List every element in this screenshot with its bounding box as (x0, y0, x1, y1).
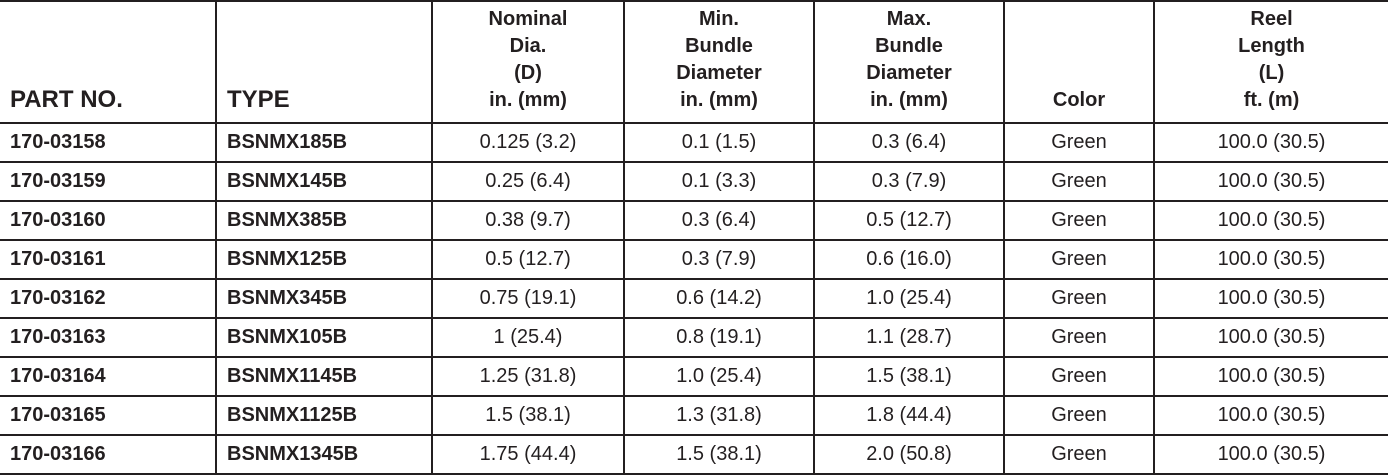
part-no-cell: 170-03159 (0, 161, 217, 202)
color-cell: Green (1003, 200, 1155, 241)
min-bundle-cell: 1.3 (31.8) (623, 395, 815, 436)
header-max-bundle-diameter: Max. Bundle Diameter in. (mm) (813, 0, 1005, 124)
nominal-dia-cell: 0.5 (12.7) (431, 239, 625, 280)
max-bundle-cell: 0.5 (12.7) (813, 200, 1005, 241)
min-bundle-cell: 0.6 (14.2) (623, 278, 815, 319)
reel-length-cell: 100.0 (30.5) (1153, 161, 1388, 202)
color-cell: Green (1003, 356, 1155, 397)
nominal-dia-cell: 1.5 (38.1) (431, 395, 625, 436)
table-row: 170-03165 BSNMX1125B 1.5 (38.1) 1.3 (31.… (0, 395, 1388, 436)
min-bundle-cell: 1.0 (25.4) (623, 356, 815, 397)
header-color: Color (1003, 0, 1155, 124)
table-row: 170-03159 BSNMX145B 0.25 (6.4) 0.1 (3.3)… (0, 161, 1388, 202)
type-cell: BSNMX1145B (215, 356, 433, 397)
type-cell: BSNMX1345B (215, 434, 433, 475)
table-row: 170-03158 BSNMX185B 0.125 (3.2) 0.1 (1.5… (0, 122, 1388, 163)
max-bundle-cell: 0.3 (6.4) (813, 122, 1005, 163)
color-cell: Green (1003, 122, 1155, 163)
max-bundle-cell: 1.0 (25.4) (813, 278, 1005, 319)
table-row: 170-03161 BSNMX125B 0.5 (12.7) 0.3 (7.9)… (0, 239, 1388, 280)
header-row: PART NO. TYPE Nominal Dia. (D) in. (mm) … (0, 0, 1388, 124)
type-cell: BSNMX1125B (215, 395, 433, 436)
reel-length-cell: 100.0 (30.5) (1153, 395, 1388, 436)
header-nominal-dia: Nominal Dia. (D) in. (mm) (431, 0, 625, 124)
type-cell: BSNMX105B (215, 317, 433, 358)
max-bundle-cell: 0.6 (16.0) (813, 239, 1005, 280)
max-bundle-cell: 1.5 (38.1) (813, 356, 1005, 397)
max-bundle-cell: 1.1 (28.7) (813, 317, 1005, 358)
table-row: 170-03163 BSNMX105B 1 (25.4) 0.8 (19.1) … (0, 317, 1388, 358)
nominal-dia-cell: 1.25 (31.8) (431, 356, 625, 397)
table-row: 170-03164 BSNMX1145B 1.25 (31.8) 1.0 (25… (0, 356, 1388, 397)
min-bundle-cell: 0.8 (19.1) (623, 317, 815, 358)
type-cell: BSNMX125B (215, 239, 433, 280)
reel-length-cell: 100.0 (30.5) (1153, 356, 1388, 397)
header-reel-length: Reel Length (L) ft. (m) (1153, 0, 1388, 124)
header-part-no: PART NO. (0, 0, 217, 124)
nominal-dia-cell: 1.75 (44.4) (431, 434, 625, 475)
part-no-cell: 170-03162 (0, 278, 217, 319)
color-cell: Green (1003, 317, 1155, 358)
nominal-dia-cell: 0.25 (6.4) (431, 161, 625, 202)
max-bundle-cell: 2.0 (50.8) (813, 434, 1005, 475)
table-row: 170-03162 BSNMX345B 0.75 (19.1) 0.6 (14.… (0, 278, 1388, 319)
header-min-bundle-diameter: Min. Bundle Diameter in. (mm) (623, 0, 815, 124)
reel-length-cell: 100.0 (30.5) (1153, 317, 1388, 358)
reel-length-cell: 100.0 (30.5) (1153, 239, 1388, 280)
min-bundle-cell: 0.3 (6.4) (623, 200, 815, 241)
part-no-cell: 170-03165 (0, 395, 217, 436)
nominal-dia-cell: 1 (25.4) (431, 317, 625, 358)
type-cell: BSNMX385B (215, 200, 433, 241)
color-cell: Green (1003, 434, 1155, 475)
nominal-dia-cell: 0.75 (19.1) (431, 278, 625, 319)
max-bundle-cell: 0.3 (7.9) (813, 161, 1005, 202)
table-row: 170-03166 BSNMX1345B 1.75 (44.4) 1.5 (38… (0, 434, 1388, 475)
reel-length-cell: 100.0 (30.5) (1153, 434, 1388, 475)
min-bundle-cell: 0.1 (3.3) (623, 161, 815, 202)
nominal-dia-cell: 0.38 (9.7) (431, 200, 625, 241)
reel-length-cell: 100.0 (30.5) (1153, 200, 1388, 241)
color-cell: Green (1003, 395, 1155, 436)
table-row: 170-03160 BSNMX385B 0.38 (9.7) 0.3 (6.4)… (0, 200, 1388, 241)
part-no-cell: 170-03163 (0, 317, 217, 358)
header-type: TYPE (215, 0, 433, 124)
color-cell: Green (1003, 239, 1155, 280)
reel-length-cell: 100.0 (30.5) (1153, 278, 1388, 319)
type-cell: BSNMX345B (215, 278, 433, 319)
part-no-cell: 170-03158 (0, 122, 217, 163)
reel-length-cell: 100.0 (30.5) (1153, 122, 1388, 163)
max-bundle-cell: 1.8 (44.4) (813, 395, 1005, 436)
type-cell: BSNMX185B (215, 122, 433, 163)
part-no-cell: 170-03164 (0, 356, 217, 397)
nominal-dia-cell: 0.125 (3.2) (431, 122, 625, 163)
color-cell: Green (1003, 161, 1155, 202)
part-no-cell: 170-03161 (0, 239, 217, 280)
min-bundle-cell: 0.3 (7.9) (623, 239, 815, 280)
min-bundle-cell: 0.1 (1.5) (623, 122, 815, 163)
part-no-cell: 170-03160 (0, 200, 217, 241)
min-bundle-cell: 1.5 (38.1) (623, 434, 815, 475)
color-cell: Green (1003, 278, 1155, 319)
type-cell: BSNMX145B (215, 161, 433, 202)
part-no-cell: 170-03166 (0, 434, 217, 475)
